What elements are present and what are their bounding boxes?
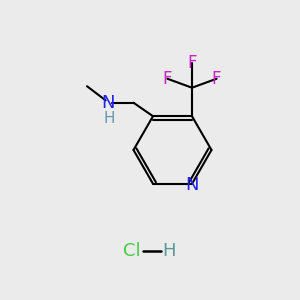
Text: Cl: Cl xyxy=(123,242,141,260)
Text: H: H xyxy=(103,111,115,126)
Text: F: F xyxy=(187,54,197,72)
Text: H: H xyxy=(163,242,176,260)
Text: N: N xyxy=(101,94,115,112)
Text: N: N xyxy=(185,176,199,194)
Text: F: F xyxy=(212,70,221,88)
Text: F: F xyxy=(163,70,172,88)
